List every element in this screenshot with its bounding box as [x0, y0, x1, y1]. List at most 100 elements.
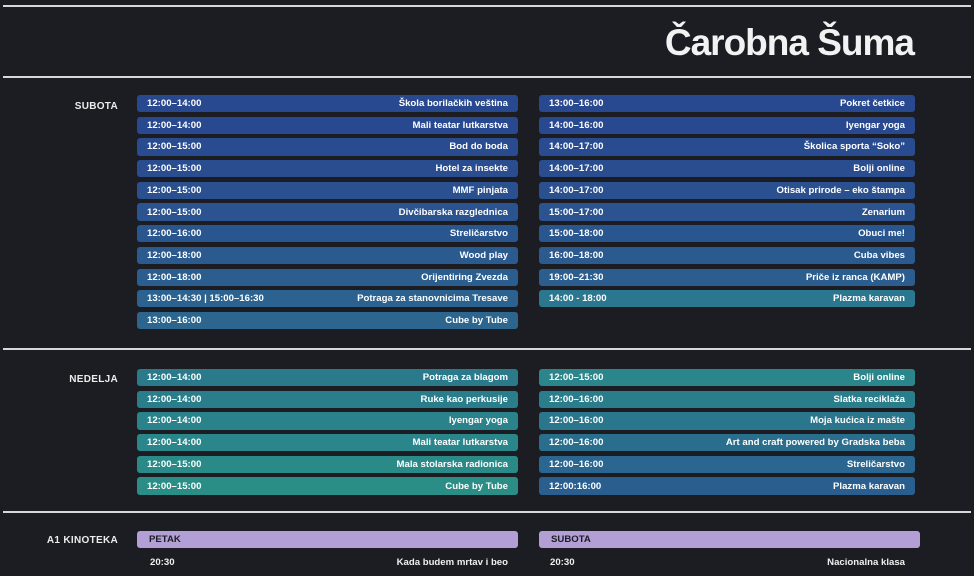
schedule-item-name: Školica sporta “Soko”: [803, 141, 905, 153]
schedule-item[interactable]: 14:00–17:00 Školica sporta “Soko”: [539, 138, 915, 156]
schedule-item-time: 12:00–18:00: [147, 249, 202, 261]
schedule-item-name: Moja kućica iz mašte: [810, 415, 905, 427]
schedule-item[interactable]: 12:00–15:00 MMF pinjata: [137, 181, 518, 199]
kinoteka-screening-title: Nacionalna klasa: [827, 557, 905, 568]
schedule-item[interactable]: 14:00 - 18:00 Plazma karavan: [539, 290, 915, 308]
schedule-item[interactable]: 12:00–14:00 Škola borilačkih veština: [137, 95, 518, 113]
schedule-item-time: 12:00–14:00: [147, 372, 202, 384]
schedule-item-name: Bolji online: [853, 163, 905, 175]
schedule-item-name: Bolji online: [853, 372, 905, 384]
schedule-item[interactable]: 12:00–15:00 Mala stolarska radionica: [137, 455, 518, 473]
schedule-item-time: 12:00–14:00: [147, 119, 202, 131]
schedule-item[interactable]: 14:00–17:00 Otisak prirode – eko štampa: [539, 181, 915, 199]
schedule-item-name: Mali teatar lutkarstva: [412, 437, 508, 449]
schedule-item-time: 12:00–16:00: [549, 415, 604, 427]
schedule-item-time: 12:00–15:00: [147, 458, 202, 470]
schedule-item[interactable]: 12:00–16:00 Streličarstvo: [539, 455, 915, 473]
schedule-item[interactable]: 19:00–21:30 Priče iz ranca (KAMP): [539, 268, 915, 286]
schedule-item[interactable]: 12:00–15:00 Divčibarska razglednica: [137, 203, 518, 221]
schedule-item[interactable]: 12:00–15:00 Hotel za insekte: [137, 160, 518, 178]
schedule-item-time: 12:00–15:00: [147, 163, 202, 175]
kinoteka-screening-petak[interactable]: 20:30 Kada budem mrtav i beo: [150, 557, 508, 568]
schedule-item-name: Iyengar yoga: [448, 415, 508, 427]
schedule-item[interactable]: 14:00–16:00 Iyengar yoga: [539, 116, 915, 134]
schedule-item-time: 12:00–16:00: [549, 393, 604, 405]
nedelja-divider: [3, 511, 971, 513]
schedule-item[interactable]: 13:00–16:00 Pokret četkice: [539, 95, 915, 113]
schedule-item[interactable]: 12:00–18:00 Orijentiring Zvezda: [137, 268, 518, 286]
schedule-item-name: Škola borilačkih veština: [398, 98, 508, 110]
schedule-item[interactable]: 12:00–16:00 Art and craft powered by Grad…: [539, 434, 915, 452]
schedule-item-name: Otisak prirode – eko štampa: [776, 184, 906, 196]
schedule-item[interactable]: 12:00–14:00 Potraga za blagom: [137, 369, 518, 387]
subota-divider: [3, 348, 971, 350]
schedule-item-name: Slatka reciklaža: [833, 393, 905, 405]
schedule-item-time: 19:00–21:30: [549, 271, 604, 283]
kinoteka-day-bar-petak: PETAK: [137, 531, 518, 548]
schedule-item-name: Priče iz ranca (KAMP): [805, 271, 905, 283]
schedule-item-time: 15:00–17:00: [549, 206, 604, 218]
schedule-item[interactable]: 12:00–15:00 Bolji online: [539, 369, 915, 387]
schedule-item-name: MMF pinjata: [452, 184, 508, 196]
schedule-item-name: Cube by Tube: [445, 480, 508, 492]
schedule-item-name: Hotel za insekte: [435, 163, 508, 175]
schedule-item-name: Potraga za stanovnicima Tresave: [357, 293, 508, 305]
kinoteka-screening-subota[interactable]: 20:30 Nacionalna klasa: [550, 557, 905, 568]
schedule-item[interactable]: 16:00–18:00 Cuba vibes: [539, 246, 915, 264]
schedule-item-time: 12:00–14:00: [147, 393, 202, 405]
schedule-item[interactable]: 14:00–17:00 Bolji online: [539, 160, 915, 178]
schedule-item[interactable]: 12:00–14:00 Iyengar yoga: [137, 412, 518, 430]
schedule-item-name: Cube by Tube: [445, 314, 508, 326]
schedule-item-time: 12:00–16:00: [147, 228, 202, 240]
schedule-item-time: 16:00–18:00: [549, 249, 604, 261]
schedule-item-time: 15:00–18:00: [549, 228, 604, 240]
nedelja-right-column: 12:00–15:00 Bolji online 12:00–16:00 Slatka…: [539, 369, 915, 495]
schedule-item-time: 13:00–16:00: [549, 98, 604, 110]
schedule-item-name: Potraga za blagom: [422, 372, 508, 384]
schedule-item-time: 14:00–17:00: [549, 184, 604, 196]
schedule-item-time: 12:00–15:00: [147, 184, 202, 196]
schedule-item[interactable]: 12:00–18:00 Wood play: [137, 246, 518, 264]
schedule-item-time: 14:00–16:00: [549, 119, 604, 131]
schedule-item-name: Zenarium: [861, 206, 905, 218]
schedule-item-name: Bod do boda: [449, 141, 508, 153]
schedule-item[interactable]: 12:00–14:00 Mali teatar lutkarstva: [137, 116, 518, 134]
schedule-item-time: 14:00 - 18:00: [549, 293, 607, 305]
schedule-item-name: Art and craft powered by Gradska beba: [725, 437, 905, 449]
schedule-item[interactable]: 12:00–16:00 Moja kućica iz mašte: [539, 412, 915, 430]
schedule-item[interactable]: 12:00–14:00 Mali teatar lutkarstva: [137, 434, 518, 452]
schedule-item-time: 12:00–15:00: [147, 141, 202, 153]
header-divider: [3, 76, 971, 78]
schedule-item-time: 12:00–15:00: [147, 206, 202, 218]
schedule-item-time: 12:00–14:00: [147, 98, 202, 110]
schedule-item-name: Pokret četkice: [839, 98, 905, 110]
kinoteka-day-bar-subota: SUBOTA: [539, 531, 920, 548]
schedule-item-time: 14:00–17:00: [549, 163, 604, 175]
kinoteka-screening-time: 20:30: [550, 557, 575, 568]
kinoteka-screening-title: Kada budem mrtav i beo: [396, 557, 508, 568]
schedule-item[interactable]: 12:00–16:00 Streličarstvo: [137, 225, 518, 243]
schedule-item-time: 13:00–14:30 | 15:00–16:30: [147, 293, 264, 305]
schedule-item-time: 14:00–17:00: [549, 141, 604, 153]
schedule-item[interactable]: 12:00–15:00 Bod do boda: [137, 138, 518, 156]
schedule-item-name: Plazma karavan: [833, 480, 905, 492]
schedule-item[interactable]: 13:00–16:00 Cube by Tube: [137, 311, 518, 330]
schedule-item[interactable]: 15:00–17:00 Zenarium: [539, 203, 915, 221]
page-title: Čarobna Šuma: [664, 22, 915, 63]
nedelja-left-column: 12:00–14:00 Potraga za blagom 12:00–14:00 R…: [137, 369, 518, 495]
schedule-item-time: 13:00–16:00: [147, 314, 202, 326]
schedule-item[interactable]: 13:00–14:30 | 15:00–16:30 Potraga za stan…: [137, 290, 518, 308]
schedule-item[interactable]: 12:00–15:00 Cube by Tube: [137, 477, 518, 495]
kinoteka-screening-time: 20:30: [150, 557, 175, 568]
day-label-kinoteka: A1 KINOTEKA: [46, 535, 118, 546]
schedule-item-time: 12:00–16:00: [549, 458, 604, 470]
schedule-item[interactable]: 15:00–18:00 Obuci me!: [539, 225, 915, 243]
schedule-item[interactable]: 12:00–16:00 Slatka reciklaža: [539, 390, 915, 408]
schedule-item-name: Mali teatar lutkarstva: [412, 119, 508, 131]
schedule-item-time: 12:00–15:00: [549, 372, 604, 384]
schedule-item[interactable]: 12:00–14:00 Ruke kao perkusije: [137, 390, 518, 408]
schedule-item-time: 12:00–14:00: [147, 437, 202, 449]
schedule-item-name: Mala stolarska radionica: [396, 458, 508, 470]
schedule-item-name: Iyengar yoga: [845, 119, 905, 131]
schedule-item[interactable]: 12:00:16:00 Plazma karavan: [539, 477, 915, 495]
